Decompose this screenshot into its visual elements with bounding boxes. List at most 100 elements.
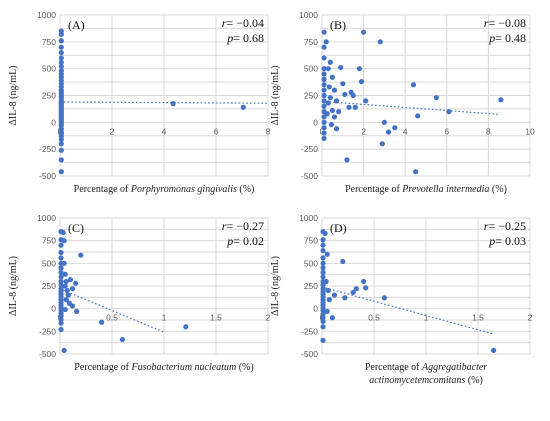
data-point [324,111,330,117]
y-tick-label: 500 [42,64,56,74]
x-tick-label: 1 [162,313,167,323]
p-value: p= 0.02 [226,234,264,248]
data-point [58,269,64,275]
y-tick-label: -500 [39,349,56,359]
data-point [331,114,338,120]
y-tick-label: -500 [301,349,318,359]
data-point [433,95,439,101]
trend-line [321,286,494,335]
data-point [338,64,344,71]
panel-label: (D) [330,221,347,235]
y-tick-label: -250 [39,326,56,336]
data-point [321,119,327,125]
y-tick-label: 500 [42,258,56,268]
data-point [58,282,64,288]
data-point [58,63,64,70]
data-point [58,38,64,44]
x-axis-label: Percentage of Porphyromonas gingivalis (… [74,184,255,195]
y-tick-label: 500 [304,64,318,74]
panel-label: (B) [330,18,346,32]
x-tick-label: 1.5 [472,313,484,323]
data-point [320,337,326,343]
data-point [350,289,356,295]
y-axis-label: ΔIL-8 (ng/mL) [270,256,281,316]
data-point [327,59,333,65]
data-point [58,169,64,175]
y-tick-label: -250 [39,144,56,154]
data-point [320,311,326,317]
data-point [58,255,64,261]
y-tick-label: 750 [42,37,56,47]
x-tick-label: 1.5 [210,313,222,323]
data-point [67,277,73,283]
y-tick-label: 250 [42,91,56,101]
x-tick-label: 2 [266,313,271,323]
data-point [58,249,64,256]
data-point [58,274,64,280]
data-point [170,100,176,107]
x-tick-label: 2 [110,126,115,136]
y-tick-label: 250 [42,281,56,291]
data-point [321,76,327,82]
data-point [377,39,383,45]
data-point [321,82,327,88]
p-value: p= 0.03 [488,234,526,248]
data-point [58,55,64,61]
data-point [61,260,67,266]
data-point [183,324,189,330]
data-point [58,157,64,163]
data-point [58,313,64,319]
data-point [344,157,350,163]
y-tick-label: 0 [313,304,318,314]
x-axis-label: Percentage of Fusobacterium nucleatum (%… [74,362,253,373]
data-point [320,307,326,314]
data-point [324,251,330,257]
x-tick-label: 1 [424,313,429,323]
data-point [58,59,64,65]
trend-line [321,100,499,115]
r-value: r= −0.27 [222,219,264,233]
data-point [381,295,387,301]
data-point [363,98,369,104]
data-point [350,92,356,99]
y-tick-label: 1000 [37,213,56,223]
data-point [415,113,421,119]
data-point [321,125,327,131]
data-point [361,29,367,35]
data-point [413,169,419,175]
data-point [333,126,340,132]
panel-label: (C) [68,221,84,235]
x-axis-label: actinomycetemcomitans (%) [369,375,483,386]
data-point [331,292,338,298]
data-point [61,347,67,353]
data-point [58,147,64,153]
y-tick-label: 1000 [37,10,56,20]
chart-panel-d: -500-2500250500750100000.511.52(D)r= −0.… [270,213,533,386]
y-tick-label: 500 [304,258,318,268]
data-point [323,278,329,285]
data-point [320,260,326,266]
data-point [73,280,79,286]
data-point [361,278,367,285]
y-tick-label: 0 [51,304,56,314]
data-point [342,91,348,98]
data-point [58,31,64,37]
x-tick-label: 8 [486,126,491,136]
data-point [325,100,331,106]
y-tick-label: -500 [301,171,318,181]
data-point [392,125,398,131]
data-point [321,87,327,93]
data-point [363,285,369,291]
x-tick-label: 4 [403,126,408,136]
x-tick-label: 0.5 [106,313,118,323]
data-point [321,55,327,61]
data-point [320,265,326,271]
data-point [321,98,327,104]
data-point [63,297,69,303]
y-axis-label: ΔIL-8 (ng/mL) [270,65,281,125]
data-point [58,49,64,56]
data-point [346,104,352,110]
data-point [323,39,329,45]
x-axis-label: Percentage of Aggregatibacter [365,362,487,373]
